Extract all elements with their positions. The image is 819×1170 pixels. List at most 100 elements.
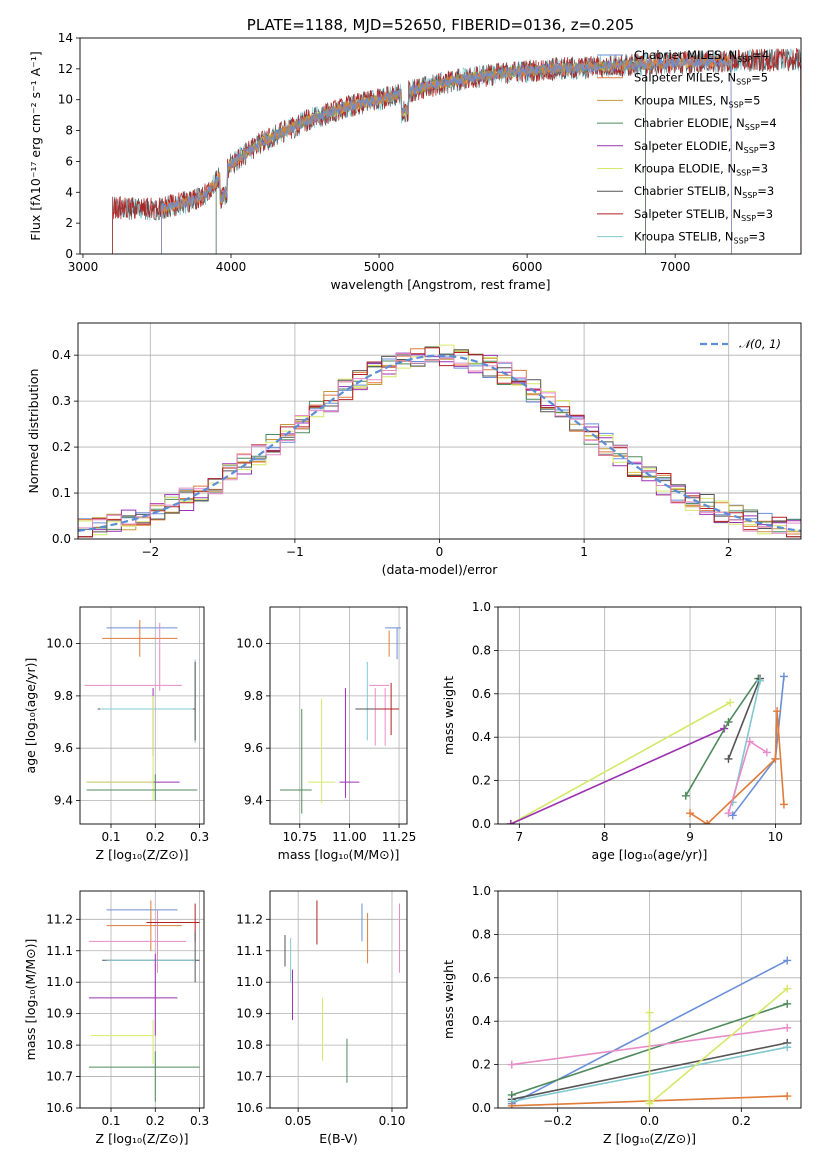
series-marker [724,718,733,727]
y-tick-label: 4 [65,185,73,199]
y-tick-label: 0.6 [472,687,491,701]
x-tick-label: 11.00 [332,830,366,844]
axes-mass-vs-Z: 0.1 0.2 0.3 10.6 10.7 10.8 10.9 11.0 11.1 11.2 Z [… [23,890,209,1146]
x-axis-label: (data-model)/error [382,562,499,577]
series-marker [783,1023,792,1032]
series-line [727,678,761,760]
x-axis-label: Z [log₁₀(Z/Z⊙)] [96,847,189,862]
series-line [510,727,725,824]
axes-frame [269,606,408,825]
legend-entry: Kroupa ELODIE, NSSP=3 [634,162,768,178]
y-tick-label: 10.6 [236,1101,263,1115]
x-tick-label: 0.3 [190,1114,209,1128]
normal-curve [78,354,801,532]
axes-residual-histogram: −2 −1 0 1 2 0.0 0.1 0.2 0.3 0.4 𝒩(0, 1) (data-model… [26,322,802,577]
y-tick-label: 0 [65,247,73,261]
x-tick-label: 3000 [68,260,99,274]
series-marker [506,820,515,824]
spectrum-line [215,59,646,254]
y-tick-label: 9.6 [54,741,73,755]
y-tick-label: 0.6 [472,971,491,985]
series-marker [779,672,788,681]
y-tick-label: 11.0 [46,975,73,989]
series-marker [756,676,765,685]
axes-spectrum: 3000 4000 5000 6000 7000 0 2 4 6 8 10 12 14 Chabrier … [28,16,802,292]
y-tick-label: 0.8 [472,927,491,941]
y-tick-label: 11.0 [236,975,263,989]
y-tick-label: 0.2 [472,774,491,788]
series-marker [779,800,788,809]
y-tick-label: 11.2 [46,912,73,926]
series-marker [724,754,733,763]
legend-entry: 𝒩(0, 1) [739,337,781,351]
series-marker [783,1092,792,1101]
y-tick-label: 10.9 [46,1007,73,1021]
legend: 𝒩(0, 1) [700,337,781,351]
axes-frame [79,890,205,1109]
series-marker [745,737,754,746]
y-tick-label: 9.6 [244,741,263,755]
x-tick-label: 9 [686,830,694,844]
x-axis-label: Z [log₁₀(Z/Z⊙)] [96,1131,189,1146]
x-tick-label: 0.10 [379,1114,406,1128]
y-tick-label: 0.4 [52,348,71,362]
y-tick-label: 10.7 [236,1070,263,1084]
y-tick-label: 10.7 [46,1070,73,1084]
y-axis-label: Flux [fλ10⁻¹⁷ erg cm⁻² s⁻¹ A⁻¹] [28,51,43,240]
y-tick-label: 10.8 [236,1038,263,1052]
y-tick-label: 0.0 [472,817,491,831]
plot-area-massweight-vs-age [506,672,788,824]
x-tick-label: 7 [516,830,524,844]
series-marker [703,820,712,824]
x-axis-label: E(B-V) [319,1131,358,1146]
y-tick-label: 10 [58,93,73,107]
series-marker [726,698,735,707]
series-marker [762,748,771,757]
series-marker [783,999,792,1008]
y-tick-label: 0.2 [472,1058,491,1072]
legend-entry: Salpeter ELODIE, NSSP=3 [634,139,776,155]
y-tick-label: 0.0 [472,1101,491,1115]
axes-frame [77,322,802,540]
y-tick-label: 2 [65,216,73,230]
x-tick-label: 0.1 [101,1114,120,1128]
x-tick-label: 2 [725,545,733,559]
y-tick-label: 1.0 [472,600,491,614]
y-axis-label: mass [log₁₀(M/M⊙)] [23,939,38,1061]
axes-frame [269,890,408,1109]
x-tick-label: 0.2 [146,830,165,844]
y-tick-label: 11.2 [236,912,263,926]
y-tick-label: 1.0 [472,884,491,898]
y-tick-label: 9.8 [244,689,263,703]
legend-entry: Chabrier ELODIE, NSSP=4 [634,116,777,132]
x-tick-label: 0.05 [285,1114,312,1128]
y-axis-label: mass weight [441,676,456,755]
legend-entry: Kroupa MILES, NSSP=5 [634,93,760,109]
chart-title: PLATE=1188, MJD=52650, FIBERID=0136, z=0… [247,16,634,34]
plot-area-mass-vs-EBV [284,900,400,1083]
x-tick-label: 10 [768,830,783,844]
y-tick-label: 0.1 [52,486,71,500]
x-tick-label: −0.2 [543,1114,572,1128]
y-tick-label: 9.4 [244,793,263,807]
x-tick-label: 8 [601,830,609,844]
series-marker [724,809,733,818]
x-tick-label: 0.3 [190,830,209,844]
y-tick-label: 9.4 [54,793,73,807]
x-tick-label: −2 [141,545,159,559]
axes-age-vs-Z: 0.1 0.2 0.3 9.4 9.6 9.8 10.0 Z [log₁₀(Z/Z⊙)] age… [23,606,209,862]
series-marker [645,1097,654,1106]
y-tick-label: 11.1 [46,944,73,958]
legend-entry: Salpeter STELIB, NSSP=3 [634,207,773,223]
series-marker [645,1008,654,1017]
legend-entry: Chabrier MILES, NSSP=4 [634,48,769,64]
series-marker [773,707,782,716]
series-marker [783,984,792,993]
axes-massweight-vs-Z: −0.2 0.0 0.2 0.0 0.2 0.4 0.6 0.8 1.0 Z [log₁₀(Z/Z… [441,884,802,1146]
x-tick-label: 4000 [216,260,247,274]
y-tick-label: 12 [58,62,73,76]
y-tick-label: 11.1 [236,944,263,958]
x-tick-label: 0.2 [732,1114,751,1128]
x-tick-label: 7000 [660,260,691,274]
